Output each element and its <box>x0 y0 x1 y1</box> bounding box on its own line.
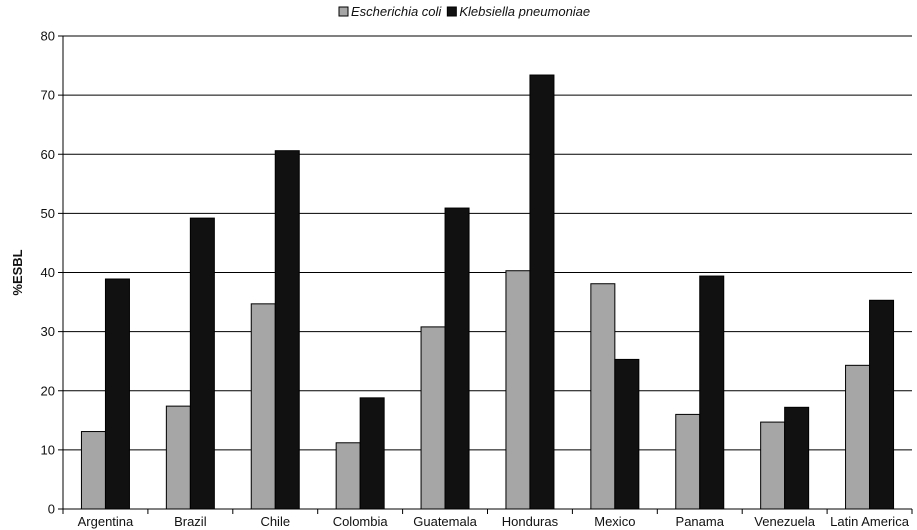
bar-kpneumoniae-venezuela <box>784 406 810 510</box>
x-label-venezuela: Venezuela <box>754 514 815 529</box>
bar-ecoli-guatemala <box>420 326 446 510</box>
x-label-brazil: Brazil <box>174 514 207 529</box>
x-label-guatemala: Guatemala <box>413 514 477 529</box>
bar-kpneumoniae-colombia <box>359 397 385 510</box>
y-tick-label-50: 50 <box>41 206 55 221</box>
bar-ecoli-venezuela <box>760 421 786 510</box>
y-tick-labels: 0 10 20 30 40 50 60 70 80 <box>41 29 55 517</box>
bar-ecoli-chile <box>250 303 276 510</box>
x-label-chile: Chile <box>260 514 290 529</box>
y-tick-label-20: 20 <box>41 383 55 398</box>
legend-swatch-kpneumoniae <box>446 6 457 17</box>
bar-kpneumoniae-latin-america <box>869 299 895 510</box>
bar-ecoli-honduras <box>505 270 531 510</box>
y-axis-label: %ESBL <box>10 249 25 295</box>
axes <box>62 36 913 514</box>
bar-ecoli-colombia <box>335 442 361 510</box>
bar-ecoli-mexico <box>590 283 616 510</box>
bar-kpneumoniae-guatemala <box>444 207 470 510</box>
y-tick-label-40: 40 <box>41 265 55 280</box>
y-tick-label-0: 0 <box>48 502 55 517</box>
x-label-honduras: Honduras <box>502 514 559 529</box>
bar-kpneumoniae-mexico <box>614 358 640 510</box>
bar-ecoli-argentina <box>80 431 106 510</box>
x-label-colombia: Colombia <box>333 514 389 529</box>
bar-kpneumoniae-argentina <box>104 278 130 510</box>
x-label-mexico: Mexico <box>594 514 635 529</box>
x-category-labels: Argentina Brazil Chile Colombia Guatemala Hon… <box>78 514 910 529</box>
legend-label-ecoli: Escherichia coli <box>351 4 442 19</box>
bar-kpneumoniae-brazil <box>189 217 215 510</box>
bar-kpneumoniae-chile <box>274 150 300 510</box>
bars <box>80 74 895 510</box>
bar-ecoli-brazil <box>165 405 191 510</box>
x-label-panama: Panama <box>676 514 725 529</box>
legend: Escherichia coli Klebsiella pneumoniae <box>338 4 590 19</box>
legend-label-kpneumoniae: Klebsiella pneumoniae <box>459 4 590 19</box>
y-tick-label-30: 30 <box>41 324 55 339</box>
bar-ecoli-latin-america <box>845 364 871 510</box>
x-label-argentina: Argentina <box>78 514 134 529</box>
x-label-latin-america: Latin America <box>830 514 910 529</box>
y-tick-label-10: 10 <box>41 442 55 457</box>
legend-swatch-ecoli <box>338 6 349 17</box>
bar-ecoli-panama <box>675 413 701 510</box>
y-tick-label-60: 60 <box>41 147 55 162</box>
bar-kpneumoniae-honduras <box>529 74 555 510</box>
y-tick-label-70: 70 <box>41 88 55 103</box>
y-tick-label-80: 80 <box>41 29 55 44</box>
bar-kpneumoniae-panama <box>699 275 725 510</box>
